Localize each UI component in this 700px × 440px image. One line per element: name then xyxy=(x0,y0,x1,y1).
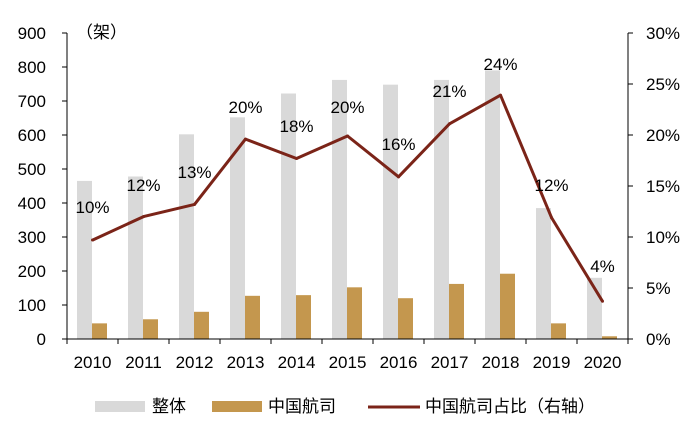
bar-china-2013 xyxy=(245,295,260,339)
x-tick-label: 2010 xyxy=(74,353,112,372)
left-tick-label: 600 xyxy=(18,126,46,145)
right-tick-label: 0% xyxy=(646,330,671,349)
ratio-point-2019 xyxy=(550,216,553,220)
ratio-data-label: 10% xyxy=(75,198,109,217)
bar-china-2015 xyxy=(347,287,362,339)
ratio-data-label: 24% xyxy=(483,55,517,74)
bar-total-2015 xyxy=(332,79,347,340)
ratio-point-2011 xyxy=(142,215,145,219)
x-tick-label: 2018 xyxy=(482,353,520,372)
bar-china-2018 xyxy=(500,273,515,339)
bar-china-2010 xyxy=(92,323,107,339)
bar-total-2011 xyxy=(128,176,143,339)
ratio-data-label: 12% xyxy=(126,176,160,195)
bar-total-2017 xyxy=(434,79,449,340)
x-tick-label: 2012 xyxy=(176,353,214,372)
legend-swatch-total xyxy=(95,401,145,412)
bar-china-2014 xyxy=(296,295,311,339)
ratio-point-2012 xyxy=(193,202,196,206)
x-tick-label: 2017 xyxy=(431,353,469,372)
left-tick-label: 900 xyxy=(18,24,46,43)
x-tick-label: 2011 xyxy=(125,353,162,372)
bar-total-2018 xyxy=(485,70,500,340)
right-tick-label: 15% xyxy=(646,177,680,196)
right-tick-label: 5% xyxy=(646,279,671,298)
left-tick-label: 500 xyxy=(18,160,46,179)
left-axis-unit-label: （架） xyxy=(76,23,127,42)
left-tick-label: 700 xyxy=(18,92,46,111)
tick-layer: 0 100 200 300 400 500 600 700 800 900 0% 5% 10% 15% 20… xyxy=(18,24,680,372)
bar-china-2011 xyxy=(143,319,158,339)
ratio-point-2014 xyxy=(295,156,298,160)
legend: 整体 中国航司 中国航司占比（右轴） xyxy=(95,397,595,416)
left-tick-label: 100 xyxy=(18,296,46,315)
ratio-data-label: 12% xyxy=(534,176,568,195)
bar-total-2019 xyxy=(536,208,551,339)
left-tick-label: 200 xyxy=(18,262,46,281)
axes-layer xyxy=(62,32,633,344)
bar-total-2012 xyxy=(179,134,194,339)
ratio-data-label: 18% xyxy=(279,117,313,136)
bar-total-2010 xyxy=(77,180,92,339)
right-tick-label: 20% xyxy=(646,126,680,145)
ratio-point-2016 xyxy=(397,175,400,179)
left-tick-label: 300 xyxy=(18,228,46,247)
left-tick-label: 0 xyxy=(37,330,46,349)
legend-swatch-china xyxy=(212,401,262,412)
bar-china-2017 xyxy=(449,283,464,339)
bar-china-2012 xyxy=(194,311,209,339)
bar-china-2019 xyxy=(551,323,566,339)
ratio-point-2018 xyxy=(499,93,502,97)
x-tick-label: 2020 xyxy=(584,353,622,372)
ratio-data-label: 20% xyxy=(330,98,364,117)
right-tick-label: 10% xyxy=(646,228,680,247)
x-tick-label: 2013 xyxy=(227,353,265,372)
line-layer xyxy=(91,93,604,303)
x-tick-label: 2015 xyxy=(329,353,367,372)
ratio-data-label: 4% xyxy=(590,257,615,276)
legend-label-total: 整体 xyxy=(152,397,186,416)
bar-china-2016 xyxy=(398,298,413,339)
ratio-point-2020 xyxy=(601,299,604,303)
ratio-line xyxy=(91,93,604,303)
ratio-point-2013 xyxy=(244,137,247,141)
x-tick-label: 2019 xyxy=(533,353,571,372)
x-tick-label: 2014 xyxy=(278,353,316,372)
bar-total-2013 xyxy=(230,117,245,339)
ratio-point-2015 xyxy=(346,134,349,138)
ratio-data-label: 20% xyxy=(228,98,262,117)
ratio-data-label: 21% xyxy=(432,82,466,101)
right-tick-label: 30% xyxy=(646,24,680,43)
ratio-data-label: 16% xyxy=(381,135,415,154)
legend-label-ratio: 中国航司占比（右轴） xyxy=(425,397,595,416)
right-tick-label: 25% xyxy=(646,75,680,94)
x-tick-label: 2016 xyxy=(380,353,418,372)
left-tick-label: 800 xyxy=(18,58,46,77)
ratio-data-label: 13% xyxy=(177,163,211,182)
bar-total-2016 xyxy=(383,84,398,340)
bar-china-2020 xyxy=(602,336,617,339)
left-tick-label: 400 xyxy=(18,194,46,213)
ratio-point-2017 xyxy=(448,122,451,126)
ratio-point-2010 xyxy=(91,238,94,242)
legend-label-china: 中国航司 xyxy=(268,397,336,416)
